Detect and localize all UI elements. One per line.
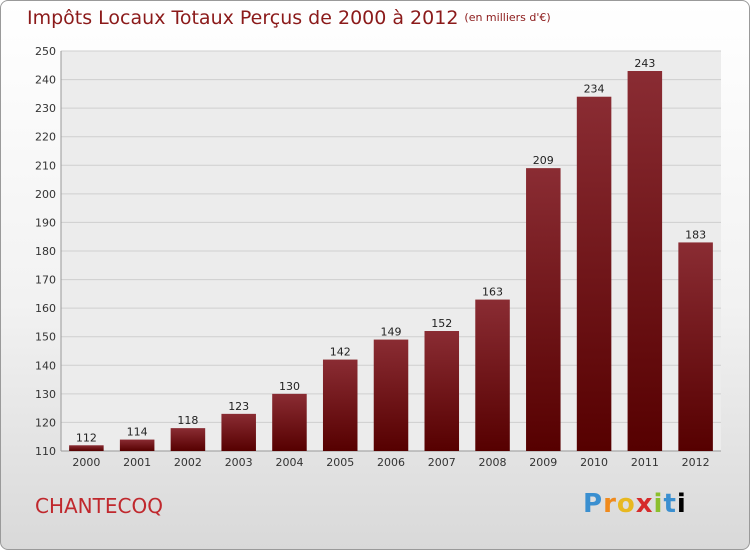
bar xyxy=(272,393,307,451)
x-tick-label: 2001 xyxy=(123,456,151,469)
y-tick-label: 130 xyxy=(35,388,56,401)
x-tick-label: 2003 xyxy=(225,456,253,469)
x-tick-label: 2005 xyxy=(326,456,354,469)
x-tick-label: 2011 xyxy=(631,456,659,469)
y-tick-label: 240 xyxy=(35,74,56,87)
y-tick-label: 210 xyxy=(35,159,56,172)
y-tick-label: 170 xyxy=(35,274,56,287)
bar xyxy=(221,413,256,451)
bar xyxy=(322,359,358,451)
x-tick-label: 2004 xyxy=(275,456,303,469)
bar xyxy=(678,242,713,451)
y-tick-label: 200 xyxy=(35,188,56,201)
data-label: 209 xyxy=(533,154,554,167)
proxiti-logo: Proxiti xyxy=(583,489,687,519)
y-tick-label: 190 xyxy=(35,216,56,229)
chart-title: Impôts Locaux Totaux Perçus de 2000 à 20… xyxy=(27,7,551,29)
bar xyxy=(373,339,409,451)
data-label: 149 xyxy=(381,326,402,339)
x-tick-label: 2006 xyxy=(377,456,405,469)
bar xyxy=(627,71,663,451)
y-tick-label: 220 xyxy=(35,131,56,144)
data-label: 234 xyxy=(584,83,605,96)
y-tick-label: 250 xyxy=(35,45,56,58)
bar xyxy=(475,299,510,451)
x-tick-label: 2007 xyxy=(428,456,456,469)
data-label: 142 xyxy=(330,346,351,359)
data-label: 114 xyxy=(127,426,148,439)
commune-name: CHANTECOQ xyxy=(35,494,163,518)
bar xyxy=(69,445,104,451)
y-tick-label: 230 xyxy=(35,102,56,115)
bar xyxy=(526,168,561,451)
data-label: 112 xyxy=(76,431,97,444)
bar xyxy=(576,96,612,451)
y-tick-label: 160 xyxy=(35,302,56,315)
y-tick-label: 180 xyxy=(35,245,56,258)
data-label: 243 xyxy=(634,57,655,70)
data-label: 163 xyxy=(482,286,503,299)
x-tick-label: 2002 xyxy=(174,456,202,469)
y-tick-label: 120 xyxy=(35,416,56,429)
x-tick-label: 2010 xyxy=(580,456,608,469)
bar xyxy=(170,428,206,451)
bar xyxy=(119,439,155,451)
x-tick-label: 2012 xyxy=(682,456,710,469)
data-label: 118 xyxy=(177,414,198,427)
x-tick-label: 2000 xyxy=(72,456,100,469)
x-tick-label: 2009 xyxy=(529,456,557,469)
y-tick-label: 150 xyxy=(35,331,56,344)
y-tick-label: 140 xyxy=(35,359,56,372)
data-label: 130 xyxy=(279,380,300,393)
chart-title-text: Impôts Locaux Totaux Perçus de 2000 à 20… xyxy=(27,7,459,29)
bar xyxy=(424,331,460,451)
chart-subtitle: (en milliers d'€) xyxy=(464,11,551,24)
y-tick-label: 110 xyxy=(35,445,56,458)
x-tick-label: 2008 xyxy=(479,456,507,469)
data-label: 152 xyxy=(431,317,452,330)
data-label: 123 xyxy=(228,400,249,413)
data-label: 183 xyxy=(685,228,706,241)
